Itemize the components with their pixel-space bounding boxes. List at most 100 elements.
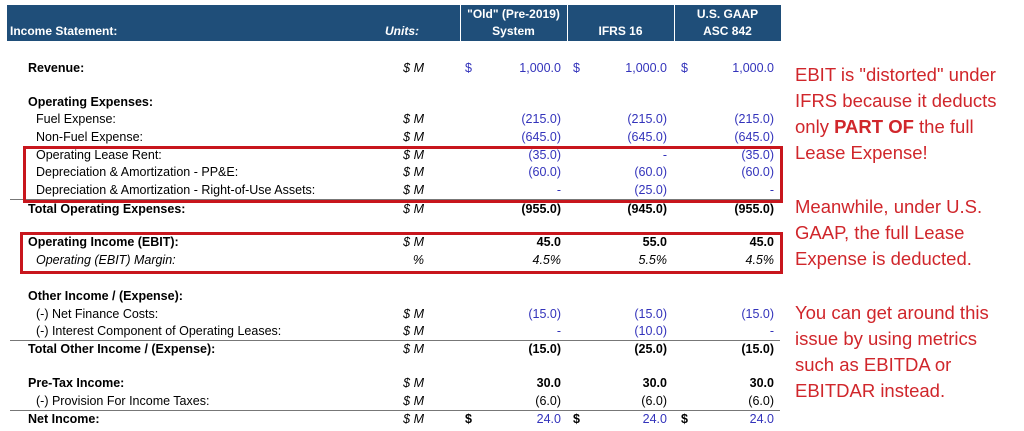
row-value: 24.0 [536, 412, 561, 426]
row-value: (645.0) [627, 130, 667, 144]
row-value: - [769, 183, 774, 197]
row-units: $ M [403, 376, 424, 390]
row-value: - [662, 148, 667, 162]
header-col-gaap: U.S. GAAP ASC 842 [674, 6, 781, 40]
row-value: (15.0) [528, 307, 561, 321]
row-label: Fuel Expense: [36, 112, 116, 126]
note-text: the full [913, 116, 974, 137]
row-label: Total Operating Expenses: [28, 202, 186, 216]
table-row: Operating Expenses: [0, 93, 790, 111]
row-value: 30.0 [642, 376, 667, 390]
row-value: 4.5% [532, 253, 562, 267]
row-value: 1,000.0 [625, 61, 667, 75]
table-row: Pre-Tax Income: $ M 30.0 30.0 30.0 [0, 374, 790, 392]
row-value: - [556, 183, 561, 197]
table-row: (-) Provision For Income Taxes: $ M (6.0) (… [10, 392, 780, 411]
note-line: GAAP, the full Lease [795, 222, 965, 243]
row-label: Operating (EBIT) Margin: [36, 253, 176, 267]
row-units: $ M [403, 394, 424, 408]
note-line: issue by using metrics [795, 328, 977, 349]
row-label: Operating Lease Rent: [36, 148, 162, 162]
table-row: Net Income: $ M 24.0 $24.0 $24.0 $ [0, 410, 790, 428]
row-units: $ M [403, 412, 424, 426]
row-value: (15.0) [528, 342, 561, 356]
note-line: Lease Expense! [795, 142, 928, 163]
row-label: (-) Provision For Income Taxes: [36, 394, 210, 408]
table-row: Operating (EBIT) Margin:% 4.5% 5.5% 4.5% [0, 251, 790, 269]
row-label: Revenue: [28, 61, 85, 75]
row-value: 1,000.0 [519, 61, 561, 75]
row-label: (-) Net Finance Costs: [36, 307, 159, 321]
header-col-gaap-line2: ASC 842 [703, 24, 752, 38]
row-value: (6.0) [748, 394, 774, 408]
header-col-gaap-line1: U.S. GAAP [696, 7, 759, 21]
row-value: (60.0) [634, 165, 667, 179]
row-label: Operating Expenses: [28, 95, 154, 109]
row-value: 55.0 [642, 235, 667, 249]
row-value: 24.0 [642, 412, 667, 426]
note-line: only PART OF the full [795, 114, 997, 140]
row-value: 30.0 [749, 376, 774, 390]
row-value: (35.0) [528, 148, 561, 162]
row-label: (-) Interest Component of Operating Leas… [36, 324, 282, 338]
row-value: (60.0) [741, 165, 774, 179]
row-units: $ M [403, 202, 424, 216]
header-col-old: "Old" (Pre-2019) System [460, 6, 567, 40]
row-label: Total Other Income / (Expense): [28, 342, 216, 356]
header-col-old-line2: System [492, 24, 535, 38]
header-units: Units: [385, 24, 419, 38]
note-line: EBIT is "distorted" under [795, 64, 996, 85]
row-value: (10.0) [634, 324, 667, 338]
table-row: Total Operating Expenses: $ M (955.0) (945.… [0, 200, 790, 218]
row-value: (945.0) [627, 202, 667, 216]
row-value: (15.0) [741, 342, 774, 356]
table-row: Depreciation & Amortization - PP&E: $ M (6… [0, 163, 790, 181]
row-value: 1,000.0 [732, 61, 774, 75]
row-value: (60.0) [528, 165, 561, 179]
row-value: (215.0) [734, 112, 774, 126]
row-units: $ M [403, 235, 424, 249]
row-value: - [556, 324, 561, 338]
row-units: $ M [403, 165, 424, 179]
row-label: Net Income: [28, 412, 100, 426]
row-value: (645.0) [521, 130, 561, 144]
header-col-ifrs: IFRS 16 [598, 24, 643, 38]
table-row: Operating Income (EBIT): $ M 45.0 55.0 45.0 [0, 233, 790, 251]
row-value: 30.0 [536, 376, 561, 390]
row-value: 5.5% [638, 253, 668, 267]
row-units: $ M [403, 307, 424, 321]
currency-symbol: $ [573, 61, 580, 75]
row-units: $ M [403, 342, 424, 356]
currency-symbol: $ [573, 412, 580, 426]
annotation-note: EBIT is "distorted" under IFRS because i… [795, 62, 997, 404]
note-text: only [795, 116, 835, 137]
currency-symbol: $ [681, 61, 688, 75]
row-value: (215.0) [627, 112, 667, 126]
table-row: Fuel Expense: $ M (215.0) (215.0) (215.0) [0, 110, 790, 128]
note-line: You can get around this [795, 302, 989, 323]
row-label: Pre-Tax Income: [28, 376, 125, 390]
row-value: (15.0) [741, 307, 774, 321]
row-units: $ M [403, 61, 424, 75]
table-row: (-) Interest Component of Operating Leas… [10, 322, 780, 341]
row-value: (215.0) [521, 112, 561, 126]
header-col-old-line1: "Old" (Pre-2019) [467, 7, 560, 21]
row-value: 4.5% [745, 253, 775, 267]
row-units: $ M [403, 112, 424, 126]
row-label: Other Income / (Expense): [28, 289, 183, 303]
header-divider [567, 5, 568, 41]
note-line: such as EBITDA or [795, 354, 952, 375]
note-line: Expense is deducted. [795, 248, 972, 269]
row-value: (25.0) [634, 183, 667, 197]
note-line: IFRS because it deducts [795, 90, 997, 111]
row-label: Operating Income (EBIT): [28, 235, 179, 249]
row-value: (6.0) [535, 394, 561, 408]
row-value: (645.0) [734, 130, 774, 144]
table-row: Total Other Income / (Expense): $ M (15.0)… [0, 340, 790, 358]
row-units: $ M [403, 148, 424, 162]
header-title: Income Statement: [10, 24, 118, 38]
row-units: % [412, 253, 424, 267]
table-row: Non-Fuel Expense: $ M (645.0) (645.0) (645.0… [0, 128, 790, 146]
row-units: $ M [403, 324, 424, 338]
row-value: 24.0 [749, 412, 774, 426]
